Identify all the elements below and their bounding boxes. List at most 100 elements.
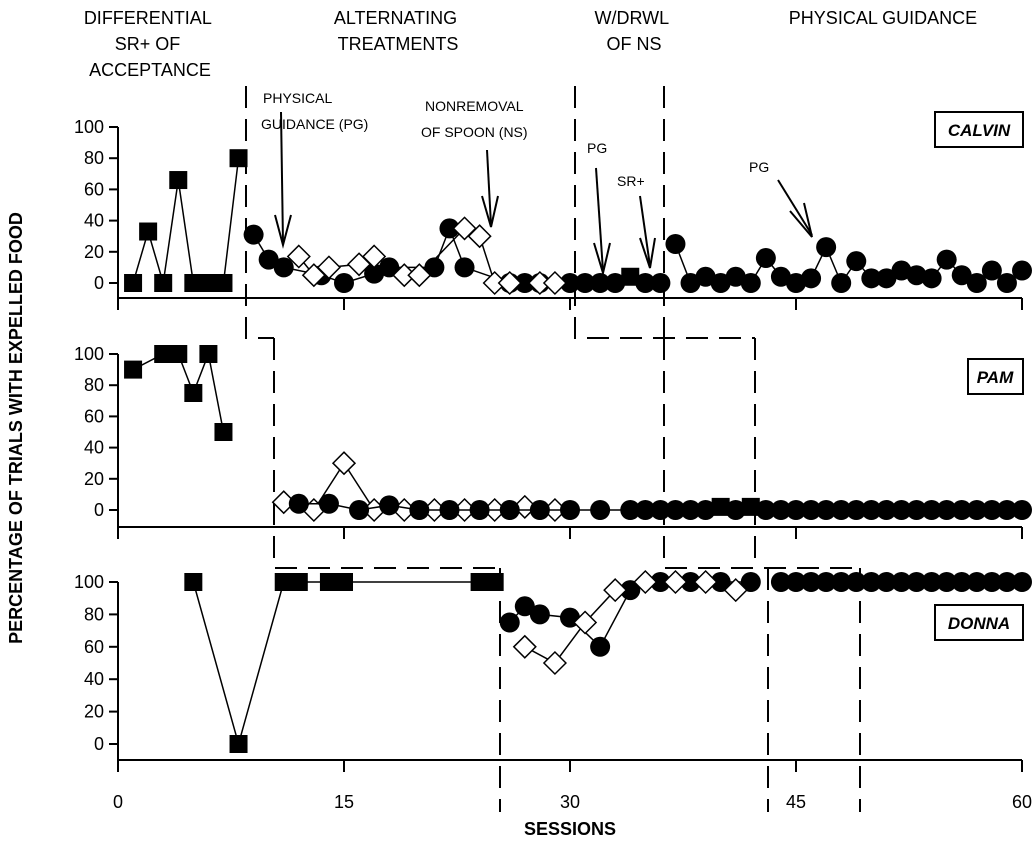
- y-tick-label: 60: [84, 179, 104, 199]
- data-point-square: [124, 360, 143, 379]
- data-point-square: [184, 274, 203, 292]
- data-point-circle: [680, 273, 701, 293]
- data-point-circle: [936, 500, 957, 520]
- x-axis-title: SESSIONS: [524, 819, 616, 839]
- series-pam-filled-square: [711, 497, 730, 516]
- phase-label-line: ACCEPTANCE: [89, 60, 211, 80]
- panel-name-box-calvin: CALVIN: [934, 111, 1024, 148]
- data-point-circle: [499, 612, 520, 633]
- data-point-circle: [921, 500, 942, 520]
- data-point-square: [184, 384, 203, 402]
- data-point-circle: [816, 500, 837, 520]
- data-point-diamond: [286, 244, 311, 269]
- y-tick-label: 40: [84, 211, 104, 231]
- y-tick-label: 20: [84, 469, 104, 489]
- data-point-square: [741, 497, 760, 516]
- data-point-circle: [981, 500, 1002, 520]
- data-point-circle: [846, 251, 867, 272]
- data-point-circle: [273, 257, 294, 278]
- series-donna-open-diamond: [512, 569, 748, 676]
- annotation-arrows: [274, 111, 813, 277]
- phase-label-line: ALTERNATING: [334, 8, 457, 28]
- phase-label-line: W/DRWL: [594, 8, 669, 28]
- data-point-square: [335, 573, 353, 591]
- data-point-circle: [575, 273, 596, 293]
- data-point-circle: [786, 572, 806, 592]
- panel-name-calvin: CALVIN: [948, 121, 1011, 140]
- data-point-circle: [861, 500, 882, 520]
- data-point-circle: [801, 500, 822, 520]
- data-point-circle: [906, 572, 927, 592]
- data-point-diamond: [512, 634, 537, 659]
- series-line: [192, 581, 495, 747]
- data-point-circle: [846, 500, 867, 520]
- data-point-circle: [590, 636, 611, 657]
- phase-change-lines: [245, 86, 861, 812]
- data-point-diamond: [723, 578, 748, 603]
- data-point-diamond: [467, 224, 492, 249]
- data-point-circle: [981, 572, 1002, 592]
- data-point-square: [124, 274, 143, 292]
- data-point-circle: [590, 500, 611, 520]
- phase-label-differential: DIFFERENTIAL SR+ OF ACCEPTANCE: [84, 8, 216, 80]
- y-tick-label: 80: [84, 148, 104, 168]
- data-point-square: [289, 573, 308, 591]
- data-point-circle: [981, 260, 1002, 281]
- x-tick-label: 0: [113, 792, 123, 812]
- y-tick-label: 20: [84, 242, 104, 262]
- data-point-circle: [786, 500, 806, 520]
- data-point-circle: [695, 266, 716, 287]
- data-point-circle: [951, 500, 972, 520]
- series-donna-filled-circle: [499, 572, 761, 657]
- axes: 0 20 40 60 80 100 0 20 40 60 80 100 0 20 40 60 80 100 0 15 3…: [74, 117, 1032, 812]
- data-point-circle: [921, 572, 942, 592]
- phase-label-wdrwl: W/DRWL OF NS: [594, 8, 673, 54]
- phase-label-line: PHYSICAL GUIDANCE: [789, 8, 977, 28]
- data-point-circle: [529, 604, 550, 625]
- data-point-circle: [786, 273, 806, 293]
- data-point-circle: [725, 500, 746, 520]
- data-point-circle: [861, 268, 882, 289]
- series-calvin-filled-square: [621, 267, 640, 286]
- data-point-diamond: [316, 255, 341, 280]
- arrow-physical-guidance: [274, 111, 292, 249]
- y-tick-label: 40: [84, 669, 104, 689]
- data-point-circle: [379, 495, 400, 516]
- phase-label-alternating: ALTERNATING TREATMENTS: [334, 8, 462, 54]
- data-point-circle: [755, 500, 776, 520]
- y-tick-label: 0: [94, 273, 104, 293]
- phase-line-calvin-2: [574, 86, 755, 339]
- data-point-circle: [770, 500, 791, 520]
- arrow-pg-2: [777, 179, 813, 238]
- series-donna-filled-square: [184, 573, 504, 753]
- data-point-circle: [770, 572, 791, 592]
- data-point-circle: [1012, 260, 1032, 281]
- y-tick-label: 60: [84, 637, 104, 657]
- data-point-circle: [680, 500, 701, 520]
- data-point-circle: [936, 572, 957, 592]
- data-point-circle: [831, 273, 852, 293]
- data-point-circle: [996, 572, 1017, 592]
- panel-name-box-donna: DONNA: [934, 604, 1024, 641]
- data-point-circle: [996, 500, 1017, 520]
- data-point-circle: [966, 500, 987, 520]
- data-point-circle: [876, 572, 897, 592]
- data-point-circle: [861, 572, 882, 592]
- data-point-square: [711, 497, 730, 516]
- data-point-circle: [951, 572, 972, 592]
- data-point-circle: [770, 266, 791, 287]
- y-tick-label: 0: [94, 734, 104, 754]
- data-point-square: [214, 274, 233, 292]
- annotation-line: OF SPOON (NS): [421, 124, 528, 140]
- data-point-circle: [605, 273, 626, 293]
- y-tick-label: 100: [74, 117, 104, 137]
- data-point-square: [199, 345, 218, 363]
- data-point-diamond: [497, 270, 522, 296]
- data-point-circle: [424, 257, 445, 278]
- data-point-circle: [725, 266, 746, 287]
- series-donna-filled-circle: [770, 572, 1032, 592]
- data-point-circle: [590, 273, 611, 293]
- data-point-circle: [816, 572, 837, 592]
- data-point-circle: [288, 493, 309, 514]
- data-point-diamond: [603, 578, 628, 603]
